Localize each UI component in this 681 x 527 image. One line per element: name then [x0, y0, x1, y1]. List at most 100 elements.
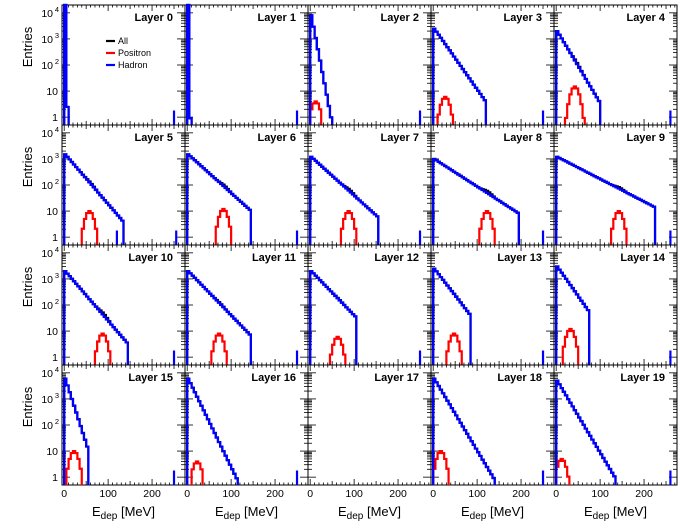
- panel-title: Layer 19: [620, 372, 665, 384]
- panel-layer-8: Layer 8: [430, 124, 555, 246]
- y-axis-title: Entries: [20, 146, 35, 187]
- panel-layer-16: Layer 16 0 100 200 Edep [MeV]: [184, 364, 309, 522]
- panel-layer-1: Layer 1: [184, 3, 309, 126]
- x-tick-label: 0: [307, 488, 313, 500]
- y-tick-exponent: 4: [55, 5, 59, 14]
- panel-title: Layer 4: [626, 12, 665, 24]
- panel-layer-2: Layer 2: [307, 4, 432, 126]
- panel-title: Layer 11: [252, 252, 296, 264]
- series-hadron: [432, 27, 488, 125]
- x-tick-label: 100: [222, 488, 240, 500]
- series-positron: [445, 332, 463, 365]
- y-tick-label: 10: [41, 368, 53, 380]
- panel-layer-11: Layer 11: [184, 244, 309, 366]
- panel-layer-9: Layer 9: [553, 124, 678, 246]
- y-tick-label: 10: [46, 326, 58, 338]
- x-axis-title: Edep [MeV]: [584, 504, 647, 522]
- panel-layer-6: Layer 6: [184, 124, 309, 246]
- x-axis-title: Edep [MeV]: [215, 504, 278, 522]
- series-positron: [436, 95, 455, 125]
- series-all: [432, 27, 488, 125]
- series-hadron: [309, 14, 334, 125]
- x-tick-label: 0: [553, 488, 559, 500]
- series-all: [63, 153, 125, 245]
- series-positron: [610, 209, 628, 245]
- series-positron: [563, 85, 586, 125]
- series-positron: [93, 332, 112, 365]
- x-axis-title: Edep [MeV]: [338, 504, 401, 522]
- series-hadron: [63, 377, 90, 485]
- x-tick-label: 200: [389, 488, 407, 500]
- panel-title: Layer 2: [380, 12, 419, 24]
- series-all: [555, 265, 591, 365]
- y-tick-exponent: 2: [55, 57, 59, 66]
- y-tick-label: 10: [46, 446, 58, 458]
- x-tick-label: 100: [591, 488, 609, 500]
- y-tick-exponent: 3: [55, 151, 59, 160]
- panel-title: Layer 15: [128, 372, 173, 384]
- series-hadron: [432, 267, 472, 365]
- series-positron: [190, 460, 204, 485]
- panel-title: Layer 16: [251, 372, 296, 384]
- series-positron: [65, 449, 83, 485]
- series-positron: [478, 209, 496, 245]
- x-tick-label: 100: [468, 488, 486, 500]
- legend-label-all: All: [118, 36, 128, 46]
- panel-title: Layer 5: [134, 132, 173, 144]
- panel-title: Layer 10: [128, 252, 173, 264]
- y-tick-label: 1: [52, 472, 58, 484]
- series-positron: [432, 449, 450, 485]
- y-tick-label: 10: [41, 34, 53, 46]
- series-hadron: [63, 269, 129, 365]
- y-tick-label: 10: [41, 300, 53, 312]
- y-tick-label: 10: [41, 274, 53, 286]
- series-all: [432, 267, 472, 365]
- panel-title: Layer 17: [374, 372, 419, 384]
- y-tick-label: 10: [41, 128, 53, 140]
- series-hadron: [186, 153, 252, 245]
- x-tick-label: 100: [99, 488, 117, 500]
- y-tick-exponent: 4: [55, 125, 59, 134]
- panel-title: Layer 0: [134, 12, 173, 24]
- y-tick-exponent: 2: [55, 417, 59, 426]
- series-hadron: [555, 379, 617, 485]
- panel-layer-17: Layer 17 0 100 200 Edep [MeV]: [307, 364, 432, 522]
- panel-layer-14: Layer 14: [553, 244, 678, 366]
- panel-layer-18: Layer 18 0 100 200 Edep [MeV]: [430, 364, 555, 522]
- panel-layer-4: Layer 4: [553, 4, 678, 126]
- x-tick-label: 200: [266, 488, 284, 500]
- y-tick-exponent: 2: [55, 177, 59, 186]
- series-hadron: [186, 377, 239, 485]
- series-all: [186, 269, 252, 365]
- series-hadron: [63, 153, 125, 245]
- x-tick-label: 0: [184, 488, 190, 500]
- x-tick-label: 200: [143, 488, 161, 500]
- y-tick-exponent: 3: [55, 391, 59, 400]
- y-tick-label: 10: [41, 8, 53, 20]
- y-tick-label: 10: [41, 420, 53, 432]
- panel-title: Layer 3: [503, 12, 542, 24]
- y-axis-title: Entries: [20, 386, 35, 427]
- series-positron: [555, 457, 571, 485]
- y-tick-label: 10: [41, 248, 53, 260]
- series-all: [432, 157, 520, 245]
- series-hadron: [309, 269, 358, 365]
- panel-title: Layer 8: [503, 132, 542, 144]
- series-hadron: [309, 155, 380, 245]
- x-tick-label: 0: [430, 488, 436, 500]
- panel-title: Layer 9: [626, 132, 665, 144]
- x-tick-label: 100: [345, 488, 363, 500]
- series-all: [555, 29, 602, 125]
- panel-layer-19: Layer 19 0 100 200 Edep [MeV]: [553, 364, 678, 522]
- x-tick-label: 0: [61, 488, 67, 500]
- panel-title: Layer 12: [374, 252, 419, 264]
- series-hadron: [555, 29, 602, 125]
- panel-title: Layer 1: [257, 12, 296, 24]
- panel-layer-3: Layer 3: [430, 4, 555, 126]
- y-tick-label: 1: [52, 232, 58, 244]
- panel-title: Layer 7: [380, 132, 419, 144]
